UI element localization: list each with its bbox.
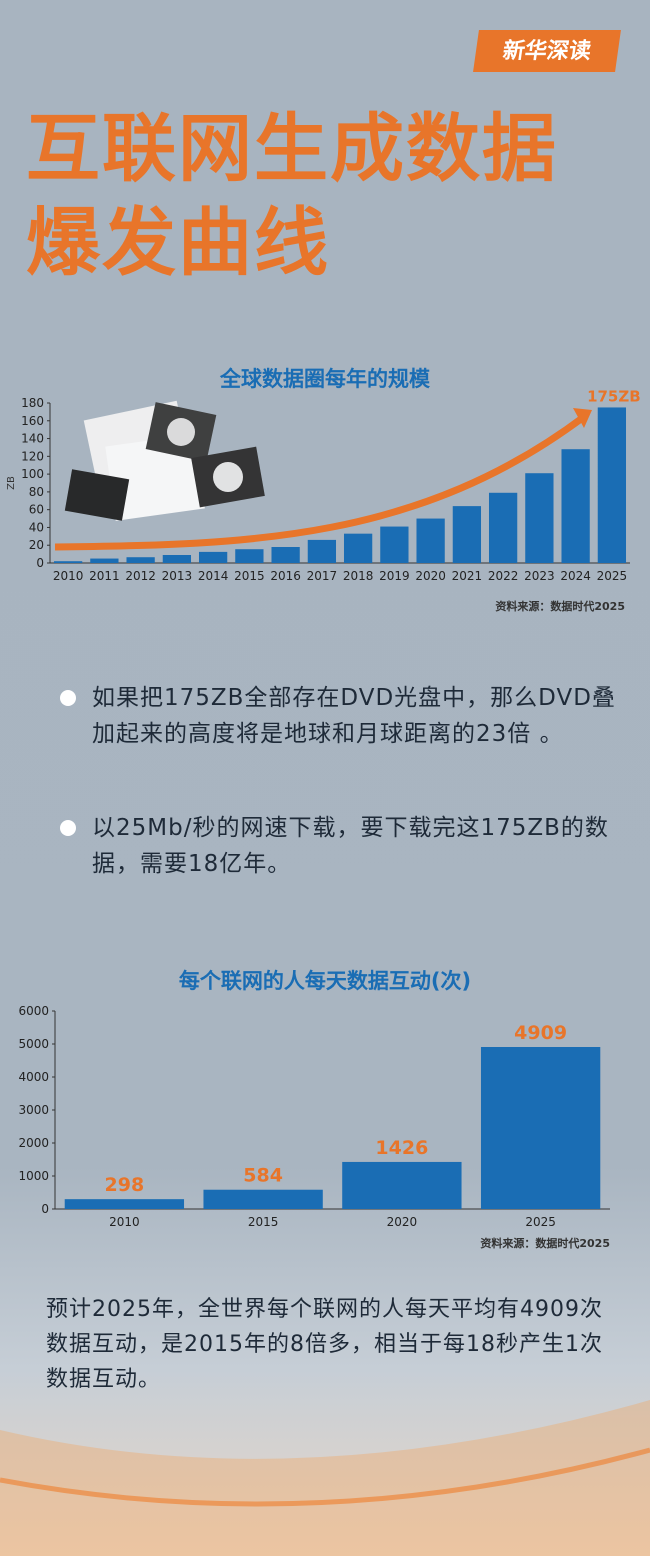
- x-tick-label: 2015: [234, 569, 265, 583]
- y-tick-label: 1000: [18, 1169, 49, 1183]
- data-label: 584: [243, 1165, 283, 1187]
- x-tick-label: 2021: [452, 569, 483, 583]
- bar: [452, 506, 482, 563]
- y-tick-label: 180: [21, 396, 44, 410]
- x-tick-label: 2019: [379, 569, 410, 583]
- x-tick-label: 2024: [560, 569, 591, 583]
- x-tick-label: 2016: [270, 569, 301, 583]
- bar: [561, 449, 590, 563]
- y-tick-label: 0: [36, 556, 44, 570]
- bar: [416, 518, 445, 563]
- bar: [162, 555, 192, 563]
- bar: [342, 1161, 462, 1209]
- data-label: 298: [105, 1174, 145, 1196]
- x-tick-label: 2023: [524, 569, 555, 583]
- bar: [53, 561, 83, 563]
- x-tick-label: 2015: [248, 1215, 279, 1229]
- bar: [90, 558, 119, 563]
- y-tick-label: 40: [29, 520, 44, 534]
- y-tick-label: 160: [21, 414, 44, 428]
- bar: [271, 547, 300, 563]
- title-line: 爆发曲线: [26, 200, 330, 286]
- bar: [597, 407, 627, 563]
- bar: [480, 1047, 601, 1209]
- y-tick-label: 6000: [18, 1004, 49, 1018]
- dvd-illustration: [64, 400, 265, 521]
- bar: [64, 1199, 185, 1209]
- y-tick-label: 20: [29, 538, 44, 552]
- bullet-dot: [60, 690, 76, 706]
- source-note: 资料来源：数据时代2025: [495, 599, 625, 613]
- bar: [235, 549, 264, 563]
- data-label: 4909: [514, 1022, 567, 1044]
- x-tick-label: 2018: [343, 569, 374, 583]
- bar: [488, 492, 518, 563]
- annotation: 175ZB: [587, 387, 641, 405]
- x-tick-label: 2022: [488, 569, 519, 583]
- y-tick-label: 4000: [18, 1070, 49, 1084]
- x-tick-label: 2020: [387, 1215, 418, 1229]
- y-tick-label: 140: [21, 432, 44, 446]
- bar: [126, 557, 155, 563]
- y-tick-label: 2000: [18, 1136, 49, 1150]
- x-tick-label: 2011: [89, 569, 120, 583]
- x-tick-label: 2013: [162, 569, 193, 583]
- bar: [380, 526, 409, 563]
- y-tick-label: 60: [29, 503, 44, 517]
- x-tick-label: 2025: [525, 1215, 556, 1229]
- trend-curve: [54, 413, 588, 551]
- x-tick-label: 2010: [53, 569, 84, 583]
- chart-title: 全球数据圈每年的规模: [219, 367, 431, 391]
- title-line: 互联网生成数据: [26, 106, 558, 192]
- x-tick-label: 2014: [198, 569, 229, 583]
- chart-title: 每个联网的人每天数据互动(次): [179, 969, 471, 993]
- trend-arrow: [573, 408, 592, 428]
- x-tick-label: 2017: [307, 569, 338, 583]
- bullet-dot: [60, 820, 76, 836]
- y-tick-label: 5000: [18, 1037, 49, 1051]
- x-tick-label: 2010: [109, 1215, 140, 1229]
- y-tick-label: 3000: [18, 1103, 49, 1117]
- bullet-text: 以25Mb/秒的网速下载，要下载完这175ZB的数据，需要18亿年。: [92, 815, 609, 877]
- y-tick-label: 100: [21, 467, 44, 481]
- summary-text: 预计2025年，全世界每个联网的人每天平均有4909次数据互动，是2015年的8…: [46, 1297, 603, 1392]
- x-tick-label: 2025: [597, 569, 628, 583]
- data-label: 1426: [375, 1137, 428, 1159]
- y-tick-label: 80: [29, 485, 44, 499]
- bar: [203, 1189, 323, 1209]
- y-axis-label: ZB: [6, 476, 17, 490]
- bar: [525, 473, 554, 563]
- x-tick-label: 2020: [415, 569, 446, 583]
- y-tick-label: 0: [41, 1202, 49, 1216]
- bar: [343, 533, 373, 563]
- y-tick-label: 120: [21, 449, 44, 463]
- x-tick-label: 2012: [125, 569, 156, 583]
- bullet-text: 如果把175ZB全部存在DVD光盘中，那么DVD叠加起来的高度将是地球和月球距离…: [92, 685, 616, 747]
- decor-swoosh: [0, 1400, 650, 1556]
- bar: [307, 539, 337, 563]
- decor-swoosh: [0, 1447, 650, 1507]
- bar: [198, 551, 228, 563]
- source-note: 资料来源：数据时代2025: [480, 1236, 610, 1250]
